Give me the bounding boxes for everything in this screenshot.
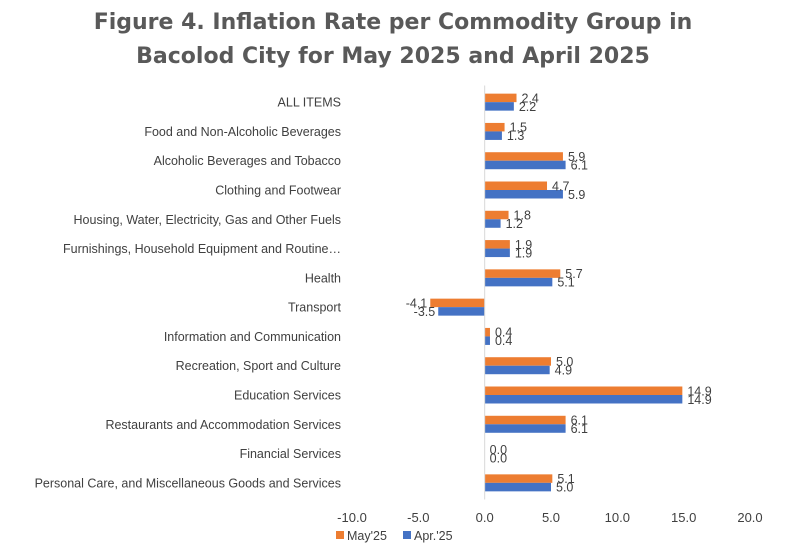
bar-may [430, 298, 485, 308]
data-label: 0.0 [490, 451, 507, 465]
x-tick-label: -5.0 [407, 510, 429, 525]
data-label: 5.1 [557, 276, 574, 290]
bar-may [484, 386, 683, 395]
data-label: 1.9 [515, 246, 532, 260]
bar-may [484, 415, 566, 425]
bar-may [484, 269, 561, 278]
category-label: Food and Non-Alcoholic Beverages [144, 125, 341, 139]
category-label: Alcoholic Beverages and Tobacco [154, 154, 341, 168]
x-tick-label: 5.0 [542, 510, 560, 525]
chart-title-line-1: Figure 4. Inflation Rate per Commodity G… [93, 10, 693, 35]
bar-may [484, 240, 510, 249]
data-label: -3.5 [414, 305, 436, 319]
bar-apr [484, 365, 550, 375]
data-label: 5.9 [568, 150, 585, 164]
x-tick-label: 20.0 [737, 510, 762, 525]
category-label: Restaurants and Accommodation Services [105, 418, 341, 432]
data-label: 6.1 [571, 414, 588, 428]
x-tick-label: 0.0 [476, 510, 494, 525]
bar-apr [484, 336, 490, 345]
category-label: Recreation, Sport and Culture [176, 359, 341, 373]
data-label: 1.8 [514, 209, 531, 223]
bar-may [484, 357, 551, 366]
data-label: 5.7 [565, 267, 582, 281]
legend-label: May'25 [347, 529, 387, 543]
category-label: Transport [288, 301, 342, 315]
bar-apr [484, 131, 502, 140]
data-label: 1.5 [510, 121, 527, 135]
data-label: 2.2 [519, 100, 536, 114]
data-label: 1.9 [515, 238, 532, 252]
bars-layer [430, 93, 683, 492]
data-label: 14.9 [687, 384, 711, 398]
labels-layer: ALL ITEMS 2.42.2 Food and Non-Alcoholic Be… [35, 91, 712, 494]
chart-title-line-2: Bacolod City for May 2025 and April 2025 [136, 44, 650, 69]
bar-may [484, 327, 490, 337]
data-label: 6.1 [571, 422, 588, 436]
bar-apr [484, 424, 566, 433]
bar-apr [484, 190, 563, 199]
data-label: 5.0 [556, 481, 573, 495]
data-label: 1.3 [507, 129, 524, 143]
bar-apr [484, 248, 510, 258]
data-label: 0.4 [495, 334, 512, 348]
bar-apr [484, 160, 566, 170]
category-label: Furnishings, Household Equipment and Rou… [63, 242, 341, 256]
bar-apr [484, 102, 514, 111]
x-axis: -10.0 -5.0 0.0 5.0 10.0 15.0 20.0 [337, 85, 763, 525]
category-label: Housing, Water, Electricity, Gas and Oth… [74, 213, 341, 227]
bar-apr [438, 307, 485, 316]
bar-may [484, 152, 563, 161]
data-label: 1.2 [506, 217, 523, 231]
bar-apr [484, 482, 551, 492]
data-label: -4.1 [406, 296, 428, 310]
bar-may [484, 122, 505, 132]
bar-may [484, 474, 553, 483]
category-label: Financial Services [240, 447, 341, 461]
data-label: 0.4 [495, 326, 512, 340]
bar-may [484, 210, 509, 220]
bar-apr [484, 219, 501, 228]
x-tick-label: -10.0 [337, 510, 367, 525]
data-label: 14.9 [687, 393, 711, 407]
category-label: Education Services [234, 389, 341, 403]
x-tick-label: 10.0 [605, 510, 630, 525]
category-label: ALL ITEMS [278, 96, 341, 110]
category-label: Personal Care, and Miscellaneous Goods a… [35, 476, 341, 490]
data-label: 4.7 [552, 179, 569, 193]
bar-may [484, 181, 548, 190]
bar-may [484, 93, 517, 103]
chart-title: Figure 4. Inflation Rate per Commodity G… [0, 6, 786, 74]
legend-label: Apr.'25 [414, 529, 453, 543]
data-label: 2.4 [522, 91, 539, 105]
legend-swatch [336, 531, 344, 539]
bar-apr [484, 395, 683, 404]
data-label: 6.1 [571, 158, 588, 172]
data-label: 5.0 [556, 355, 573, 369]
legend: May'25 Apr.'25 [336, 529, 453, 543]
category-label: Health [305, 271, 341, 285]
data-label: 4.9 [555, 363, 572, 377]
data-label: 0.0 [490, 443, 507, 457]
category-label: Clothing and Footwear [215, 184, 341, 198]
x-tick-label: 15.0 [671, 510, 696, 525]
bar-apr [484, 277, 553, 287]
legend-swatch [403, 531, 411, 539]
data-label: 5.9 [568, 188, 585, 202]
category-label: Information and Communication [164, 330, 341, 344]
data-label: 5.1 [557, 472, 574, 486]
